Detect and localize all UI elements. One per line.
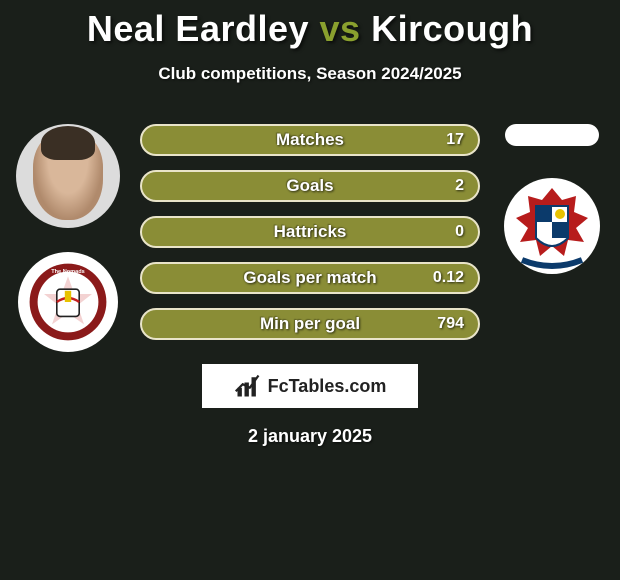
right-column <box>492 124 612 276</box>
stat-bar: Goals 2 <box>140 170 480 202</box>
title-left: Neal Eardley <box>87 8 309 49</box>
stat-value: 794 <box>437 315 464 333</box>
player-head-icon <box>33 132 103 220</box>
stat-bar: Goals per match 0.12 <box>140 262 480 294</box>
date-text: 2 january 2025 <box>0 426 620 447</box>
stat-label: Matches <box>276 130 344 150</box>
brand-text: FcTables.com <box>268 376 387 397</box>
stat-value: 2 <box>455 177 464 195</box>
subtitle: Club competitions, Season 2024/2025 <box>0 64 620 84</box>
stat-label: Goals per match <box>243 268 376 288</box>
stat-value: 0 <box>455 223 464 241</box>
stat-label: Goals <box>286 176 333 196</box>
crest-right-icon <box>502 176 602 276</box>
stat-bar: Matches 17 <box>140 124 480 156</box>
stat-bar: Min per goal 794 <box>140 308 480 340</box>
club-crest-right <box>502 176 602 276</box>
stat-value: 17 <box>446 131 464 149</box>
crest-left-icon: The Nomads <box>28 262 108 342</box>
player-avatar-right <box>505 124 599 146</box>
player-avatar-left <box>16 124 120 228</box>
club-crest-left: The Nomads <box>18 252 118 352</box>
title-vs: vs <box>320 8 361 49</box>
title-right: Kircough <box>371 8 533 49</box>
brand-chart-icon <box>234 372 262 400</box>
stats-bars: Matches 17 Goals 2 Hattricks 0 Goals per… <box>140 124 480 340</box>
brand-box: FcTables.com <box>202 364 418 408</box>
stat-label: Min per goal <box>260 314 360 334</box>
page-title: Neal Eardley vs Kircough <box>0 0 620 50</box>
stat-label: Hattricks <box>274 222 347 242</box>
stat-bar: Hattricks 0 <box>140 216 480 248</box>
left-column: The Nomads <box>8 124 128 352</box>
stat-value: 0.12 <box>433 269 464 287</box>
content-area: The Nomads Matches 17 Goals 2 <box>0 124 620 447</box>
svg-text:The Nomads: The Nomads <box>51 269 85 275</box>
